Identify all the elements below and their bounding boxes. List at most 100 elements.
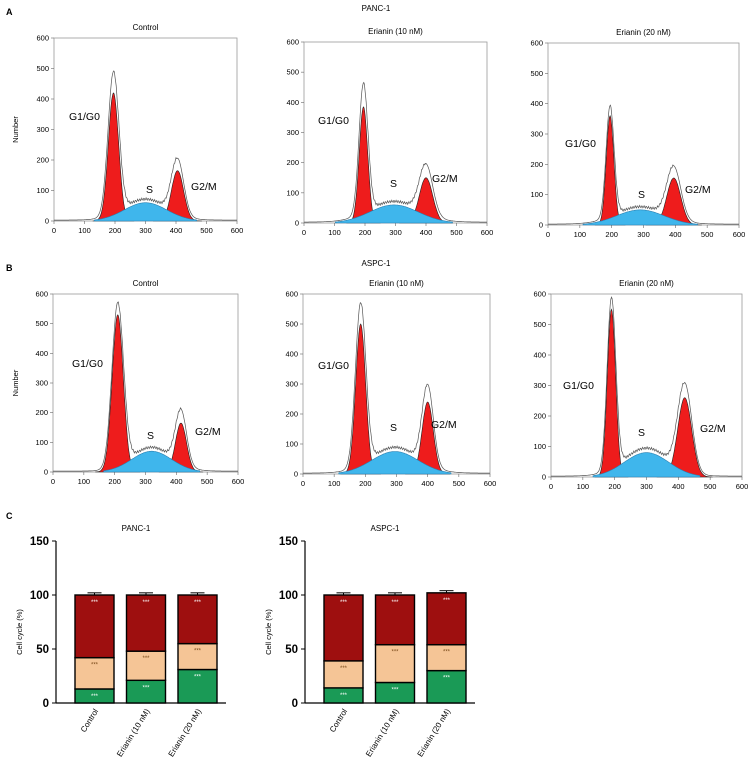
bar-chart-title: ASPC-1 [371, 524, 400, 533]
panel-b-title: ASPC-1 [362, 259, 391, 268]
y-axis-label: Cell cycle (%) [264, 609, 273, 655]
bar-segment [374, 643, 416, 684]
y-tick-label: 100 [285, 440, 298, 449]
y-tick-label: 500 [36, 64, 49, 73]
x-tick-label: Erianin (20 nM) [167, 707, 204, 758]
significance-mark: *** [391, 650, 399, 656]
y-tick-label: 300 [286, 128, 299, 137]
label-s: S [390, 178, 397, 190]
histogram-outline [548, 104, 739, 225]
bar-segment [426, 643, 467, 672]
x-tick-label: 400 [421, 479, 434, 488]
x-tick-label: 0 [549, 482, 553, 491]
histogram-outline [551, 296, 742, 477]
y-axis-label: Cell cycle (%) [15, 609, 24, 655]
y-tick-label: 0 [294, 470, 298, 479]
bar-segment [374, 594, 416, 646]
x-tick-label: 300 [640, 482, 653, 491]
x-tick-label: 600 [484, 479, 497, 488]
x-tick-label: 0 [51, 477, 55, 486]
x-tick-label: Control [328, 707, 349, 734]
x-tick-label: 500 [704, 482, 717, 491]
x-tick-label: 200 [359, 479, 372, 488]
x-tick-label: 300 [139, 477, 152, 486]
bar-segment [74, 594, 115, 659]
x-tick-label: 600 [481, 228, 494, 237]
y-tick-label: 100 [35, 438, 48, 447]
s-phase [94, 202, 197, 222]
stacked-bar-chart-1: PANC-1 0 50 100 150 Cell cycle (%) *** *** *** Co… [15, 524, 226, 758]
y-tick-label: 300 [35, 379, 48, 388]
histogram-outline [54, 70, 237, 221]
label-g2-m: G2/M [195, 426, 221, 438]
histogram-1: Control 0 100 200 300 400 500 600 0 100 200 300 400 5… [11, 23, 243, 235]
histogram-outline [304, 81, 487, 223]
y-tick-label: 500 [35, 319, 48, 328]
x-tick-label: 200 [108, 477, 121, 486]
y-tick-label: 200 [533, 412, 546, 421]
panel-letter-c: C [6, 511, 13, 521]
x-tick-label: 400 [672, 482, 685, 491]
s-phase [592, 452, 701, 478]
panel-a-title: PANC-1 [362, 4, 391, 13]
y-tick-label: 200 [285, 410, 298, 419]
y-tick-label: 300 [533, 381, 546, 390]
label-s: S [638, 189, 645, 201]
y-tick-label: 0 [295, 219, 299, 228]
x-tick-label: 400 [170, 226, 183, 235]
y-tick-label: 200 [286, 158, 299, 167]
y-tick-label: 600 [530, 39, 543, 48]
label-g2-m: G2/M [700, 423, 726, 435]
s-phase [338, 451, 452, 475]
x-tick-label: 500 [453, 479, 466, 488]
x-tick-label: 600 [232, 477, 245, 486]
bar-segment [177, 594, 218, 645]
label-s: S [638, 427, 645, 439]
y-tick-label: 0 [542, 473, 546, 482]
x-tick-label: 100 [78, 226, 91, 235]
significance-mark: *** [443, 650, 451, 656]
y-tick-label: 400 [36, 95, 49, 104]
bar-segment [426, 669, 467, 704]
y-tick-label: 400 [530, 99, 543, 108]
x-tick-label: Control [79, 707, 100, 734]
x-tick-label: 500 [450, 228, 463, 237]
label-s: S [147, 430, 154, 442]
y-tick-label: 500 [286, 68, 299, 77]
label-g2-m: G2/M [685, 184, 711, 196]
bar-segment [323, 594, 364, 662]
histogram-title: Control [133, 23, 159, 32]
significance-mark: *** [194, 600, 202, 606]
y-tick-label: 400 [533, 351, 546, 360]
label-g2-m: G2/M [431, 419, 457, 431]
label-g1-g0: G1/G0 [565, 138, 596, 150]
y-tick-label: 0 [45, 217, 49, 226]
x-tick-label: 500 [200, 226, 213, 235]
histogram-5: Erianin (10 nM) 0 100 200 300 400 500 600 0 100 20… [285, 279, 496, 488]
significance-mark: *** [142, 600, 150, 606]
bar-segment [177, 642, 218, 671]
y-tick-label: 150 [279, 536, 298, 548]
bar-segment [125, 650, 167, 682]
x-tick-label: 600 [736, 482, 749, 491]
label-g2-m: G2/M [191, 181, 217, 193]
y-tick-label: 500 [530, 69, 543, 78]
x-tick-label: 600 [733, 230, 746, 239]
significance-mark: *** [340, 693, 348, 699]
x-tick-label: 400 [170, 477, 183, 486]
y-tick-label: 600 [36, 34, 49, 43]
y-tick-label: 400 [286, 98, 299, 107]
x-tick-label: 200 [359, 228, 372, 237]
g1-peak [594, 308, 629, 478]
y-tick-label: 600 [533, 290, 546, 299]
s-phase [582, 209, 698, 226]
significance-mark: *** [340, 666, 348, 672]
significance-mark: *** [91, 600, 99, 606]
bar-segment [426, 592, 467, 646]
significance-mark: *** [194, 675, 202, 681]
histogram-title: Erianin (20 nM) [616, 28, 671, 37]
plot-frame [303, 41, 488, 224]
x-tick-label: 500 [701, 230, 714, 239]
x-tick-label: 300 [139, 226, 152, 235]
x-tick-label: 200 [605, 230, 618, 239]
